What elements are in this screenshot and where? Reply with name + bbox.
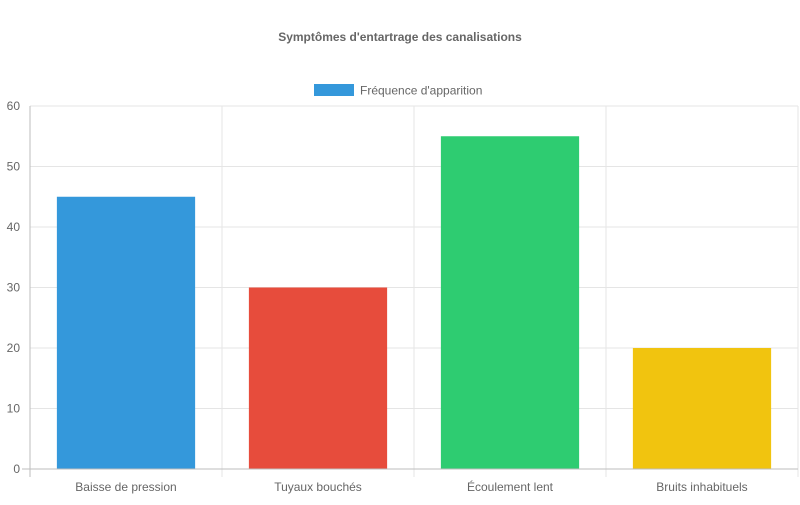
bar-4[interactable]	[632, 348, 772, 469]
y-tick-label: 10	[7, 402, 21, 416]
x-tick-label: Baisse de pression	[75, 480, 176, 494]
y-tick-label: 60	[7, 99, 21, 113]
bar-1[interactable]	[56, 196, 196, 469]
legend-label: Fréquence d'apparition	[360, 84, 482, 98]
x-tick-label: Bruits inhabituels	[656, 480, 747, 494]
legend[interactable]: Fréquence d'apparition	[314, 84, 482, 98]
y-axis-tick-labels: 0 10 20 30 40 50 60	[7, 99, 21, 476]
bar-3[interactable]	[440, 136, 580, 469]
chart-title: Symptômes d'entartrage des canalisations	[278, 30, 522, 44]
legend-swatch	[314, 84, 354, 96]
bar-2[interactable]	[248, 287, 388, 470]
y-tick-label: 50	[7, 160, 21, 174]
axes	[22, 106, 798, 477]
y-tick-label: 0	[13, 462, 20, 476]
x-tick-label: Écoulement lent	[467, 479, 554, 494]
x-tick-label: Tuyaux bouchés	[274, 480, 362, 494]
y-tick-label: 40	[7, 220, 21, 234]
bars	[56, 136, 772, 470]
y-tick-label: 20	[7, 341, 21, 355]
x-axis-tick-labels: Baisse de pression Tuyaux bouchés Écouleme…	[75, 479, 747, 494]
y-tick-label: 30	[7, 281, 21, 295]
